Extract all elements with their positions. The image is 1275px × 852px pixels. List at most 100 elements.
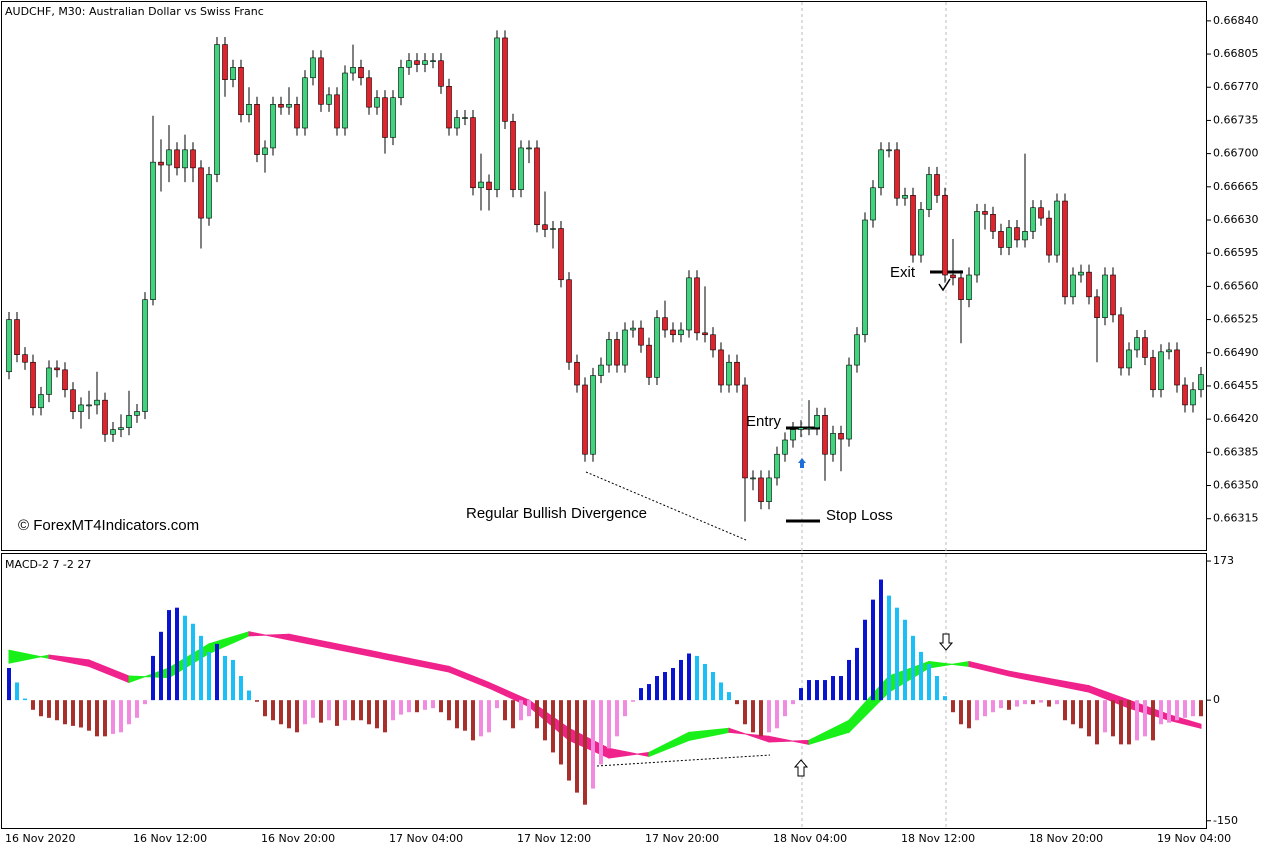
candle-body [358,67,364,79]
x-tick-label: 19 Nov 04:00 [1157,832,1231,845]
histogram-bar [935,676,939,701]
histogram-bar [503,700,507,721]
candle-body [462,117,468,119]
y-tick-label: 0.66560 [1213,279,1259,292]
histogram-bar [391,700,395,721]
candle-body [1166,349,1172,353]
candle-body [638,327,644,346]
histogram-bar [263,700,267,717]
candle-body [150,161,156,300]
candle-body [110,429,116,435]
histogram-bar [199,635,203,701]
exit-check [938,278,951,292]
candle-body [830,433,836,455]
candle-body [302,77,308,129]
candle-body [886,149,892,152]
candle-body [846,364,852,440]
candle-body [182,149,188,169]
histogram-bar [1135,700,1139,741]
histogram-bar [775,700,779,729]
candle-body [718,349,724,386]
candle-body [134,411,140,416]
macd-up-arrow [793,759,809,777]
histogram-bar [191,623,195,701]
candle-body [246,104,252,116]
histogram-bar [815,680,819,701]
candle-body [854,334,860,366]
candle-body [542,224,548,230]
histogram-bar [1183,700,1187,718]
candle-body [702,332,708,336]
histogram-bar [943,696,947,701]
y-tick-label: 0 [1213,693,1220,706]
histogram-bar [415,700,419,713]
candle-body [350,67,356,74]
histogram-bar [119,700,123,733]
histogram-bar [607,700,611,749]
candle-body [726,361,732,386]
histogram-bar [271,700,275,721]
histogram-bar [975,700,979,721]
candle-body [6,319,12,373]
candle-body [614,339,620,366]
y-tick-label: 0.66350 [1213,479,1259,492]
candle-body [870,187,876,221]
histogram-bar [999,700,1003,709]
candle-body [254,104,260,155]
histogram-bar [583,700,587,805]
histogram-bar [471,700,475,741]
y-tick-label: 173 [1213,554,1234,567]
y-tick-label: 0.66595 [1213,246,1259,259]
histogram-bar [151,655,155,701]
histogram-bar [47,700,51,718]
histogram-bar [279,700,283,725]
histogram-bar [95,700,99,737]
candle-body [1070,274,1076,298]
candle-body [838,433,844,440]
candle-body [294,104,300,129]
histogram-bar [679,659,683,701]
histogram-bar [807,680,811,701]
candle-body [822,415,828,455]
candle-body [158,161,164,166]
candle-body [414,60,420,65]
histogram-bar [71,700,75,726]
histogram-bar [959,700,963,725]
histogram-bar [15,682,19,701]
candle-body [1182,384,1188,406]
histogram-bar [7,667,11,701]
candle-body [942,195,948,276]
histogram-bar [927,663,931,701]
histogram-bar [1063,700,1067,721]
histogram-bar [1119,700,1123,745]
candle-body [598,364,604,376]
histogram-bar [711,672,715,701]
macd-panel [1,553,1207,829]
histogram-bar [663,672,667,701]
candle-body [46,367,52,395]
histogram-bar [1159,700,1163,725]
candle-body [1054,200,1060,256]
histogram-bar [871,599,875,701]
y-tick-label: 0.66630 [1213,213,1259,226]
histogram-bar [759,700,763,737]
histogram-bar [1023,700,1027,705]
watermark: © ForexMT4Indicators.com [18,517,199,534]
x-tick-label: 18 Nov 20:00 [1029,832,1103,845]
x-tick-label: 17 Nov 12:00 [517,832,591,845]
histogram-bar [287,700,291,729]
histogram-bar [599,700,603,765]
candle-body [806,427,812,429]
candle-body [438,60,444,87]
histogram-bar [223,655,227,701]
candle-body [334,94,340,129]
candle-body [406,60,412,68]
macd-divergence-line [596,754,771,767]
x-tick-label: 16 Nov 20:00 [261,832,335,845]
histogram-bar [639,688,643,701]
histogram-bar [847,659,851,701]
histogram-bar [487,700,491,733]
candle-body [454,117,460,129]
candle-body [94,399,100,406]
candle-body [1022,231,1028,241]
